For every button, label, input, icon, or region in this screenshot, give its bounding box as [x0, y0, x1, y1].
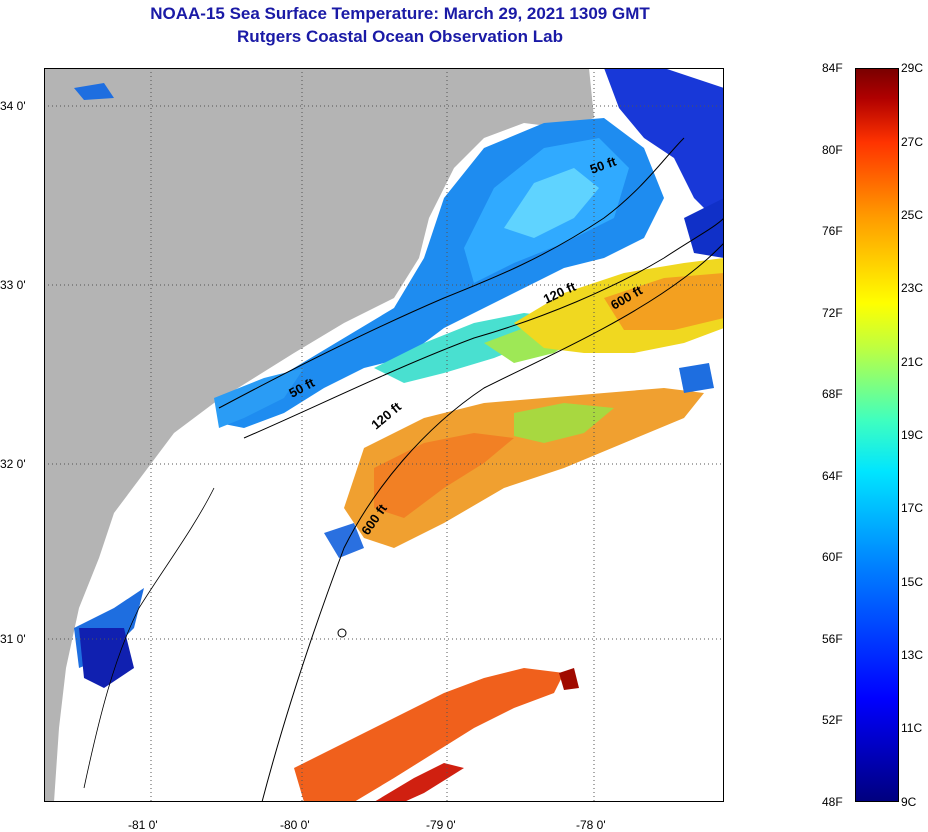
lat-label-31: 31 0'	[0, 632, 26, 646]
colorbar-c-13: 13C	[901, 648, 924, 662]
colorbar-c-29: 29C	[901, 61, 924, 75]
depth-contours	[83, 137, 724, 802]
contour-50ft	[218, 137, 685, 409]
colorbar-c-27: 27C	[901, 135, 924, 149]
colorbar-c-17: 17C	[901, 501, 924, 515]
lon-label-81: -81 0'	[128, 818, 158, 832]
map-frame	[44, 68, 724, 802]
colorbar-c-19: 19C	[901, 428, 924, 442]
colorbar-c-9: 9C	[901, 795, 917, 809]
colorbar-c-23: 23C	[901, 281, 924, 295]
lat-label-34: 34 0'	[0, 99, 26, 113]
colorbar-c-21: 21C	[901, 355, 924, 369]
colorbar-f-60: 60F	[822, 550, 843, 564]
sst-map: 50 ft 120 ft 600 ft 50 ft 120 ft 600 ft	[44, 68, 724, 802]
lat-label-33: 33 0'	[0, 278, 26, 292]
land-area	[44, 68, 594, 802]
lon-label-80: -80 0'	[280, 818, 310, 832]
colorbar-c-25: 25C	[901, 208, 924, 222]
colorbar-f-76: 76F	[822, 224, 843, 238]
lon-label-78: -78 0'	[576, 818, 606, 832]
contour-120ft	[243, 217, 724, 439]
colorbar-f-84: 84F	[822, 61, 843, 75]
contour-600ft	[261, 242, 724, 802]
colorbar-f-72: 72F	[822, 306, 843, 320]
colorbar-f-48: 48F	[822, 795, 843, 809]
colorbar-f-80: 80F	[822, 143, 843, 157]
lon-label-79: -79 0'	[426, 818, 456, 832]
contour-small-ring	[337, 628, 347, 638]
grid-lines	[44, 68, 724, 802]
colorbar-f-68: 68F	[822, 387, 843, 401]
map-subtitle: Rutgers Coastal Ocean Observation Lab	[237, 27, 563, 46]
contour-coast	[83, 487, 215, 789]
colorbar-c-15: 15C	[901, 575, 924, 589]
colorbar-f-64: 64F	[822, 469, 843, 483]
colorbar-f-56: 56F	[822, 632, 843, 646]
colorbar-c-11: 11C	[901, 721, 923, 735]
lat-label-32: 32 0'	[0, 457, 26, 471]
colorbar	[855, 68, 899, 802]
colorbar-f-52: 52F	[822, 713, 843, 727]
map-title: NOAA-15 Sea Surface Temperature: March 2…	[150, 4, 650, 23]
